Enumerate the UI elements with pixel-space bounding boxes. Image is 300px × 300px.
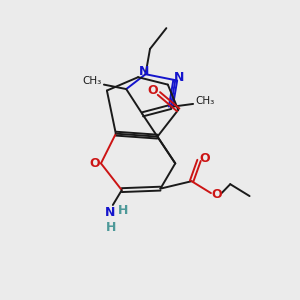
Text: O: O [212,188,222,201]
Text: H: H [118,204,128,218]
Text: H: H [106,221,116,234]
Text: CH₃: CH₃ [196,96,215,106]
Text: N: N [105,206,115,219]
Text: O: O [199,152,210,165]
Text: N: N [174,71,184,84]
Text: O: O [89,157,100,170]
Text: O: O [147,84,158,97]
Text: CH₃: CH₃ [82,76,102,86]
Text: N: N [139,65,149,78]
